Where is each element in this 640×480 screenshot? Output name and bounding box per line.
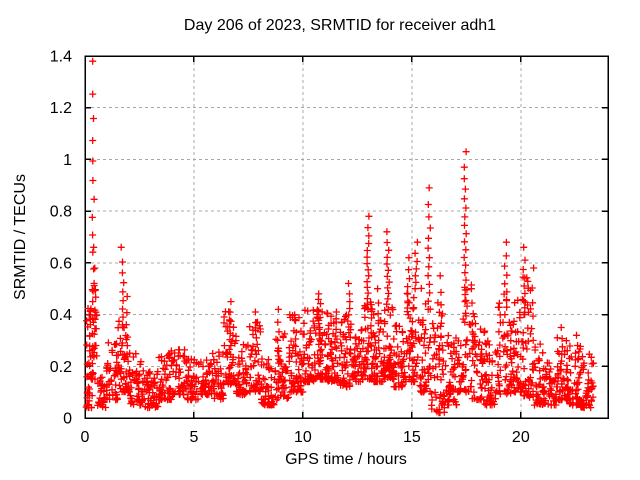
plot-border-rect (84, 55, 609, 419)
y-tick-label: 1.2 (50, 100, 72, 117)
y-tick-label: 0 (63, 411, 72, 428)
y-tick-label: 1 (63, 152, 72, 169)
x-tick-labels: 0 5 10 15 20 (81, 429, 530, 446)
x-axis-label: GPS time / hours (285, 451, 407, 468)
chart-title: Day 206 of 2023, SRMTID for receiver adh… (184, 17, 496, 34)
y-tick-label: 0.6 (50, 255, 72, 272)
x-tick-label: 20 (512, 429, 530, 446)
y-tick-label: 0.4 (50, 307, 72, 324)
x-tick-label: 15 (403, 429, 421, 446)
grid-lines (85, 56, 608, 418)
y-axis-label: SRMTID / TECUs (12, 174, 29, 300)
data-points-path (82, 57, 597, 417)
y-tick-label: 1.4 (50, 49, 72, 66)
x-tick-label: 10 (294, 429, 312, 446)
y-tick-labels: 0 0.2 0.4 0.6 0.8 1 1.2 1.4 (50, 49, 72, 428)
x-tick-label: 0 (81, 429, 90, 446)
y-tick-label: 0.8 (50, 204, 72, 221)
plot-border (84, 55, 609, 419)
data-points-series (82, 57, 597, 417)
grid-path (85, 56, 608, 418)
x-tick-label: 5 (190, 429, 199, 446)
y-tick-label: 0.2 (50, 359, 72, 376)
